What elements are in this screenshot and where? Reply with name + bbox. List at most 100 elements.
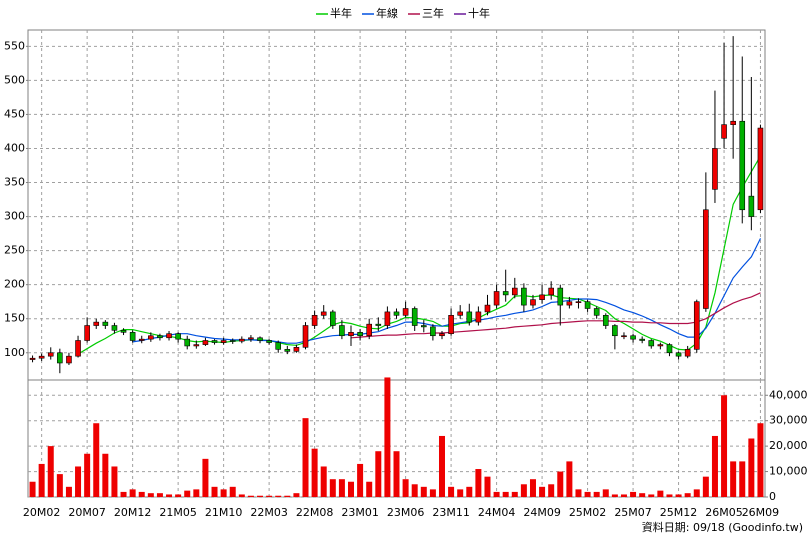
volume-bar [593,491,600,497]
volume-bar [29,481,36,497]
candle-body [266,340,272,343]
candle-body [493,291,500,306]
volume-bar [757,423,764,497]
x-tick-label: 20M02 [23,506,61,519]
candle-body [302,325,309,348]
candle-body [612,325,618,337]
volume-bar [156,493,163,497]
volume-bar [247,495,254,497]
candle-body [29,357,36,360]
y-tick-label: 550 [4,39,25,52]
volume-bar [511,491,518,497]
volume-bar [47,446,54,497]
candle-body [66,355,72,364]
y-tick-label: 350 [4,176,25,189]
y-tick-label: 250 [4,244,25,257]
volume-bar [630,491,637,497]
volume-bar [411,484,418,497]
volume-bar [657,490,664,497]
candle-body [120,329,127,333]
volume-tick-label: 40,000 [769,388,808,401]
volume-bar [393,451,400,497]
volume-tick-label: 10,000 [769,465,808,478]
candle-body [84,325,90,341]
y-tick-label: 150 [4,312,25,325]
ma-line [77,155,762,355]
volume-bar [666,494,673,497]
volume-bar [138,491,145,497]
volume-bar [730,461,737,497]
volume-bar [475,469,482,497]
candle-body [448,315,454,334]
volume-bar [384,377,391,497]
volume-bar [293,493,300,497]
volume-bar [529,479,536,497]
candle-body [211,340,218,343]
volume-bar [684,493,691,497]
candle-body [275,342,282,350]
volume-bar [329,479,336,497]
candle-body [557,287,564,306]
candle-body [684,349,691,357]
candle-body [402,308,409,316]
x-tick-label: 25M12 [660,506,698,519]
legend-label: 半年 [330,6,352,20]
x-tick-label: 22M08 [296,506,334,519]
volume-bar [111,466,118,497]
volume-bar [402,479,409,497]
volume-bar [484,476,491,497]
candle-body [47,352,54,357]
legend-label: 三年 [422,6,444,20]
candle-body [584,301,591,309]
volume-bar [211,486,218,497]
candle-body [348,332,354,337]
volume-bar [721,395,728,497]
candle-body [693,301,700,350]
y-tick-label: 100 [4,346,25,359]
volume-bar [539,486,546,497]
volume-bar [429,489,436,497]
candle-body [220,340,227,343]
x-tick-label: 26M09 [742,506,780,519]
candle-body [511,287,518,296]
volume-bar [311,448,318,497]
volume-bar [284,495,291,497]
candle-body [466,311,473,323]
candle-body [375,323,382,326]
candle-body [675,352,682,357]
candle-body [129,332,136,341]
volume-bar [702,476,709,497]
volume-bar [520,484,527,497]
x-tick-label: 22M03 [250,506,288,519]
volume-bar [220,489,227,497]
volume-bar [84,453,91,497]
candle-body [730,120,736,125]
volume-bar [693,489,700,497]
candle-body [475,311,482,323]
volume-bar [639,493,646,497]
volume-bar [502,491,509,497]
volume-bar [557,471,564,497]
candle-body [530,299,536,306]
candle-body [502,291,509,296]
candle-body [411,308,418,326]
candle-body [721,124,727,139]
volume-bar [575,489,582,497]
candle-body [311,315,318,326]
y-tick-label: 450 [4,107,25,120]
volume-bar [320,466,327,497]
candle-body [666,344,673,354]
volume-tick-label: 30,000 [769,414,808,427]
candle-body [539,294,545,300]
volume-bar [375,451,382,497]
candle-body [293,347,300,352]
y-tick-label: 200 [4,278,25,291]
volume-bar [147,493,154,497]
legend-label: 十年 [468,6,490,20]
candle-body [648,340,655,347]
candle-body [111,325,118,331]
y-tick-label: 300 [4,210,25,223]
candle-body [75,340,81,357]
